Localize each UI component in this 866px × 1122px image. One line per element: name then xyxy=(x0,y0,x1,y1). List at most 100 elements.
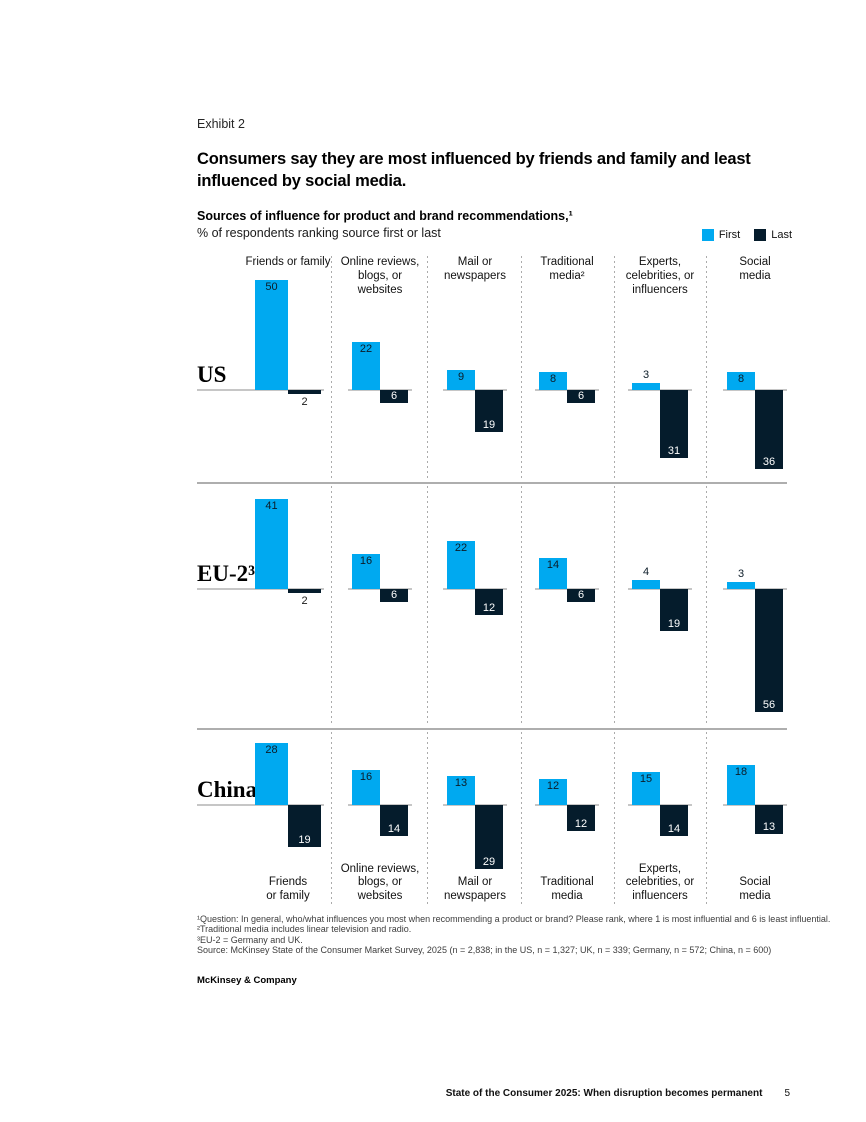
column-header: Mail or newspapers xyxy=(420,256,530,284)
bar-last-value: 12 xyxy=(482,602,496,614)
bar-first xyxy=(447,776,475,805)
bar-first xyxy=(727,582,755,589)
row-label-region: EU-2³ xyxy=(197,561,256,586)
footer-report-title: State of the Consumer 2025: When disrupt… xyxy=(445,1088,763,1099)
bar-last-value: 19 xyxy=(667,618,681,630)
footnote-line: ²Traditional media includes linear telev… xyxy=(197,924,412,935)
column-header-line: media xyxy=(739,269,771,282)
category-label-line: Mail or xyxy=(457,876,493,889)
page-footer: State of the Consumer 2025: When disrupt… xyxy=(446,1088,790,1099)
category-label: Friends or family xyxy=(233,876,343,904)
column-header-line: Social xyxy=(739,256,771,268)
bar-last xyxy=(755,589,783,712)
bar-last xyxy=(475,589,503,615)
bar-first xyxy=(632,772,660,805)
bar-first-value: 28 xyxy=(265,744,278,756)
chart-legend: First Last xyxy=(701,229,792,241)
category-label: Mail or newspapers xyxy=(420,876,530,904)
footer-page-number: 5 xyxy=(784,1088,790,1099)
bar-last-value: 6 xyxy=(577,589,585,601)
bar-last-value: 2 xyxy=(301,396,308,408)
bar-first xyxy=(539,558,567,589)
bar-last-value: 6 xyxy=(577,390,585,402)
bar-first xyxy=(539,779,567,805)
column-header-line: media² xyxy=(549,269,585,282)
bar-last xyxy=(660,589,688,631)
axis-baseline xyxy=(197,804,324,806)
bar-last-value: 56 xyxy=(762,699,776,711)
bar-last xyxy=(755,390,783,469)
mckinsey-logo-text: McKinsey & Company xyxy=(197,975,297,986)
bar-first-value: 16 xyxy=(359,555,373,567)
chart-subtitle-regular: % of respondents ranking source first or… xyxy=(197,226,441,240)
column-divider-dotted xyxy=(614,732,615,906)
category-label-line: Social xyxy=(739,876,771,889)
bar-first xyxy=(255,499,288,589)
row-divider xyxy=(197,728,787,730)
bar-last-value: 29 xyxy=(482,856,496,868)
category-label-line: Online reviews, xyxy=(340,862,420,875)
footnote-line: ¹Question: In general, who/what influenc… xyxy=(197,914,831,924)
category-label: Social media xyxy=(700,876,810,904)
column-divider-dotted xyxy=(706,486,707,726)
row-label-region: US xyxy=(197,362,227,387)
column-divider-dotted xyxy=(427,486,428,726)
category-label-line: media xyxy=(739,890,771,903)
legend-last-label: Last xyxy=(771,229,792,241)
column-header-line: influencers xyxy=(632,283,688,296)
bar-first-value: 22 xyxy=(454,542,468,554)
footnote-source-line: Source: McKinsey State of the Consumer M… xyxy=(197,945,772,956)
chart-subtitle-bold: Sources of influence for product and bra… xyxy=(197,209,573,223)
column-divider-dotted xyxy=(614,486,615,726)
category-label-line: or family xyxy=(266,890,310,903)
bar-last-value: 14 xyxy=(387,823,401,835)
category-label: Experts, celebrities, or influencers xyxy=(605,863,715,904)
bar-last-value: 2 xyxy=(301,595,308,607)
bar-last-value: 14 xyxy=(667,823,681,835)
category-label-line: media xyxy=(551,890,583,903)
bar-last-value: 19 xyxy=(482,419,496,431)
column-divider-dotted xyxy=(521,256,522,480)
category-label-line: Experts, xyxy=(638,862,682,875)
column-divider-dotted xyxy=(521,732,522,906)
column-header-line: celebrities, or xyxy=(625,269,695,282)
bar-first xyxy=(255,280,288,390)
bar-first-value: 3 xyxy=(737,568,745,580)
exhibit-content: Exhibit 2 Consumers say they are most in… xyxy=(197,0,830,1122)
bar-first-value: 13 xyxy=(454,777,468,789)
bar-last xyxy=(288,390,321,394)
bar-last xyxy=(475,805,503,869)
row-label-region: China xyxy=(197,777,258,802)
bar-last-value: 31 xyxy=(667,445,681,457)
column-header: Traditional media² xyxy=(512,256,622,284)
category-label-line: influencers xyxy=(632,890,688,903)
column-header-line: Online reviews, xyxy=(340,256,420,268)
bar-first xyxy=(539,372,567,390)
bar-first-value: 12 xyxy=(546,780,560,792)
bar-last-value: 6 xyxy=(390,390,398,402)
bar-last xyxy=(567,805,595,831)
bar-first-value: 18 xyxy=(734,766,748,778)
bar-first-value: 9 xyxy=(457,371,465,383)
column-header-line: Traditional xyxy=(540,256,594,268)
category-label-line: Friends xyxy=(268,876,308,889)
bar-last xyxy=(288,805,321,847)
column-header-line: Experts, xyxy=(638,256,682,268)
bar-last xyxy=(660,390,688,458)
column-divider-dotted xyxy=(614,256,615,480)
legend-first-swatch xyxy=(701,229,714,241)
axis-baseline xyxy=(197,389,324,391)
bar-last-value: 13 xyxy=(762,821,776,833)
bar-first-value: 8 xyxy=(737,373,745,385)
category-label-line: celebrities, or xyxy=(625,876,695,889)
bar-last-value: 36 xyxy=(762,456,776,468)
legend-first-label: First xyxy=(718,229,741,241)
bar-first-value: 15 xyxy=(639,773,653,785)
legend-item-first: First xyxy=(701,229,741,241)
bar-last xyxy=(567,390,595,403)
column-header: Friends or family xyxy=(233,256,343,270)
exhibit-title: Consumers say they are most influenced b… xyxy=(197,150,751,190)
bar-first-value: 50 xyxy=(265,281,278,293)
column-header-line: Friends or family xyxy=(245,256,331,268)
category-label: Traditional media xyxy=(512,876,622,904)
